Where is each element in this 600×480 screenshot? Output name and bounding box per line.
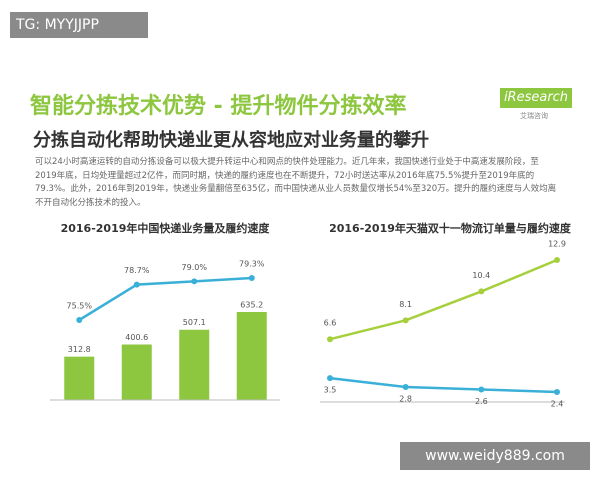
bar [179, 329, 210, 400]
point [327, 375, 333, 382]
data-label: 2.6 [475, 397, 488, 406]
watermark: TG: MYYJJPP [10, 12, 148, 38]
data-label: 3.5 [324, 386, 337, 395]
data-label: 2.8 [399, 394, 412, 403]
watermark: www.weidy889.com [400, 442, 590, 470]
point [76, 317, 83, 323]
bar [236, 312, 267, 400]
point [478, 386, 485, 393]
chart-title: 2016-2019年中国快递业务量及履约速度 [61, 221, 271, 235]
data-label: 75.5% [67, 302, 93, 311]
bar [121, 344, 152, 400]
data-label: 8.1 [399, 300, 412, 309]
point [554, 389, 560, 395]
bar [64, 356, 95, 400]
data-label: 400.6 [125, 333, 148, 342]
point [191, 278, 198, 285]
point [554, 257, 560, 263]
paragraph: 可以24小时高速运转的自动分拣设备可以极大提升转运中心和网点的快件处理能力。近几… [35, 157, 557, 208]
line [78, 276, 252, 322]
line [329, 258, 558, 341]
point [248, 275, 255, 281]
data-label: 79.3% [239, 260, 265, 269]
data-label: 12.9 [548, 240, 566, 249]
data-label: 635.2 [240, 301, 263, 310]
line [329, 376, 558, 394]
data-label: 79.0% [182, 263, 208, 272]
point [478, 288, 485, 295]
subtitle: 分拣自动化帮助快递业更从容地应对业务量的攀升 [33, 130, 429, 151]
point [402, 383, 409, 390]
data-label: 312.8 [68, 345, 91, 354]
point [402, 317, 409, 324]
data-label: 10.4 [472, 271, 490, 280]
chart-title: 2016-2019年天猫双十一物流订单量与履约速度 [329, 221, 572, 235]
point [133, 281, 140, 288]
data-label: 6.6 [324, 319, 337, 328]
logo: iResearch [500, 88, 572, 108]
data-label: 78.7% [124, 266, 150, 275]
logo-sub: 艾瑞咨询 [520, 112, 548, 120]
data-label: 2.4 [551, 400, 564, 409]
data-label: 507.1 [183, 318, 206, 327]
point [327, 336, 333, 343]
title: 智能分拣技术优势 - 提升物件分拣效率 [30, 94, 407, 119]
